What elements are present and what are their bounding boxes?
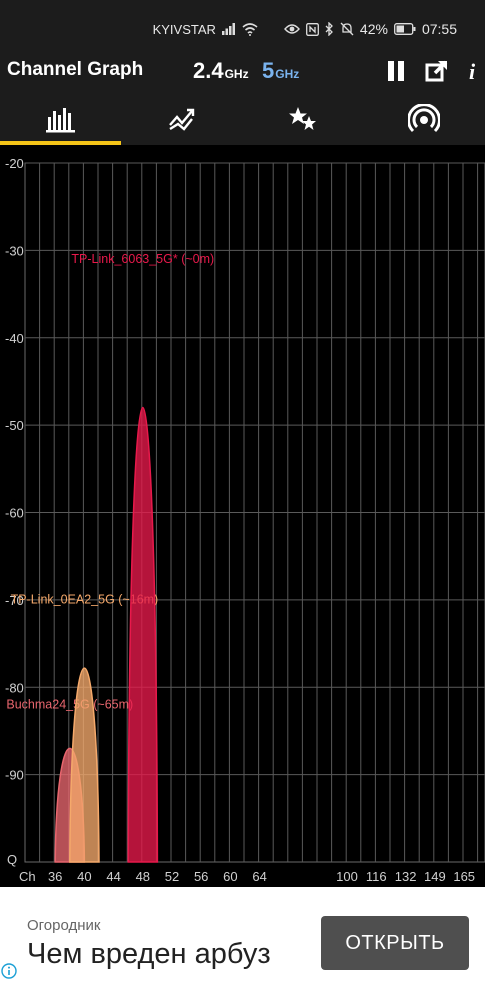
bluetooth-icon [325,22,334,36]
x-tick-label: 56 [194,869,208,884]
page-title: Channel Graph [7,59,144,80]
signal-curve [69,667,100,863]
app-bar: Channel Graph 2.4GHz 5GHz i [0,50,485,95]
stars-icon [288,107,316,130]
clock: 07:55 [421,21,457,37]
x-tick-label: 149 [424,869,446,884]
band-24-unit: GHz [224,67,249,81]
tab-time-graph[interactable] [121,95,242,145]
band-5-unit: GHz [275,67,300,81]
nfc-icon [305,22,319,36]
x-tick-label: 64 [252,869,266,884]
y-min-label: Q [7,852,17,867]
y-tick-label: -50 [5,418,24,433]
status-bar: KYIVSTAR 42% 07:55 [0,0,485,50]
x-tick-label: 36 [48,869,62,884]
x-tick-label: 132 [395,869,417,884]
tab-access-points[interactable] [363,95,484,145]
info-button[interactable]: i [457,56,485,86]
pause-button[interactable] [381,56,411,86]
ad-info-icon[interactable] [0,962,18,980]
mute-icon [340,22,354,36]
x-tick-label: 52 [165,869,179,884]
tab-channel-graph[interactable] [0,95,121,145]
signal-curve [127,406,159,863]
y-tick-label: -90 [5,768,24,783]
battery-level: 42% [359,21,388,37]
y-tick-label: -30 [5,243,24,258]
x-axis-first-label: Ch [19,869,36,884]
x-tick-label: 40 [77,869,91,884]
carrier-name: KYIVSTAR [152,21,216,37]
x-tick-label: 116 [366,869,387,884]
tab-channel-rating[interactable] [242,95,363,145]
y-tick-label: -20 [5,156,24,171]
export-button[interactable] [422,56,452,86]
access-point-icon [407,104,440,133]
channel-graph-chart: -20 -30 -40 -50 -60 -70 -80 -90 Q Buchma24_5G (~6… [0,145,485,887]
channel-graph-svg: -20 -30 -40 -50 -60 -70 -80 -90 Q Buchma24_5G (~6… [5,156,485,884]
x-tick-label: 48 [136,869,150,884]
signal-label: TP-Link_6063_5G* (~0m) [71,252,214,266]
x-tick-label: 165 [453,869,475,884]
info-icon: i [469,59,476,83]
band-5-label: 5 [262,58,275,83]
ad-open-button[interactable]: ОТКРЫТЬ [321,916,469,970]
ad-advertiser: Огородник [27,917,101,934]
x-tick-label: 60 [223,869,237,884]
wifi-icon [242,22,258,36]
x-tick-label: 100 [336,869,358,884]
ad-banner[interactable]: Огородник Чем вреден арбуз ОТКРЫТЬ [0,887,485,1000]
active-tab-indicator [0,141,121,145]
y-tick-label: -80 [5,680,24,695]
bar-chart-icon [45,108,75,133]
x-tick-label: 44 [106,869,120,884]
export-icon [425,60,448,82]
y-tick-label: -40 [5,331,24,346]
y-tick-label: -70 [5,593,24,608]
svg-text:i: i [469,59,476,83]
band-24ghz-toggle[interactable]: 2.4GHz [193,58,249,84]
band-5ghz-toggle[interactable]: 5GHz [262,58,299,84]
signal-label: Buchma24_5G (~65m) [6,697,133,711]
time-graph-icon [168,108,194,131]
signal-label: TP-Link_0EA2_5G (~16m) [11,593,159,607]
band-24-label: 2.4 [193,58,224,83]
eye-icon [283,23,300,35]
tab-bar [0,95,485,145]
y-tick-label: -60 [5,506,24,521]
ad-headline[interactable]: Чем вреден арбуз [27,938,271,970]
battery-icon [394,23,416,35]
pause-icon [388,61,404,81]
signal-icon [221,23,236,35]
status-indicators: KYIVSTAR 42% 07:55 [153,19,457,39]
